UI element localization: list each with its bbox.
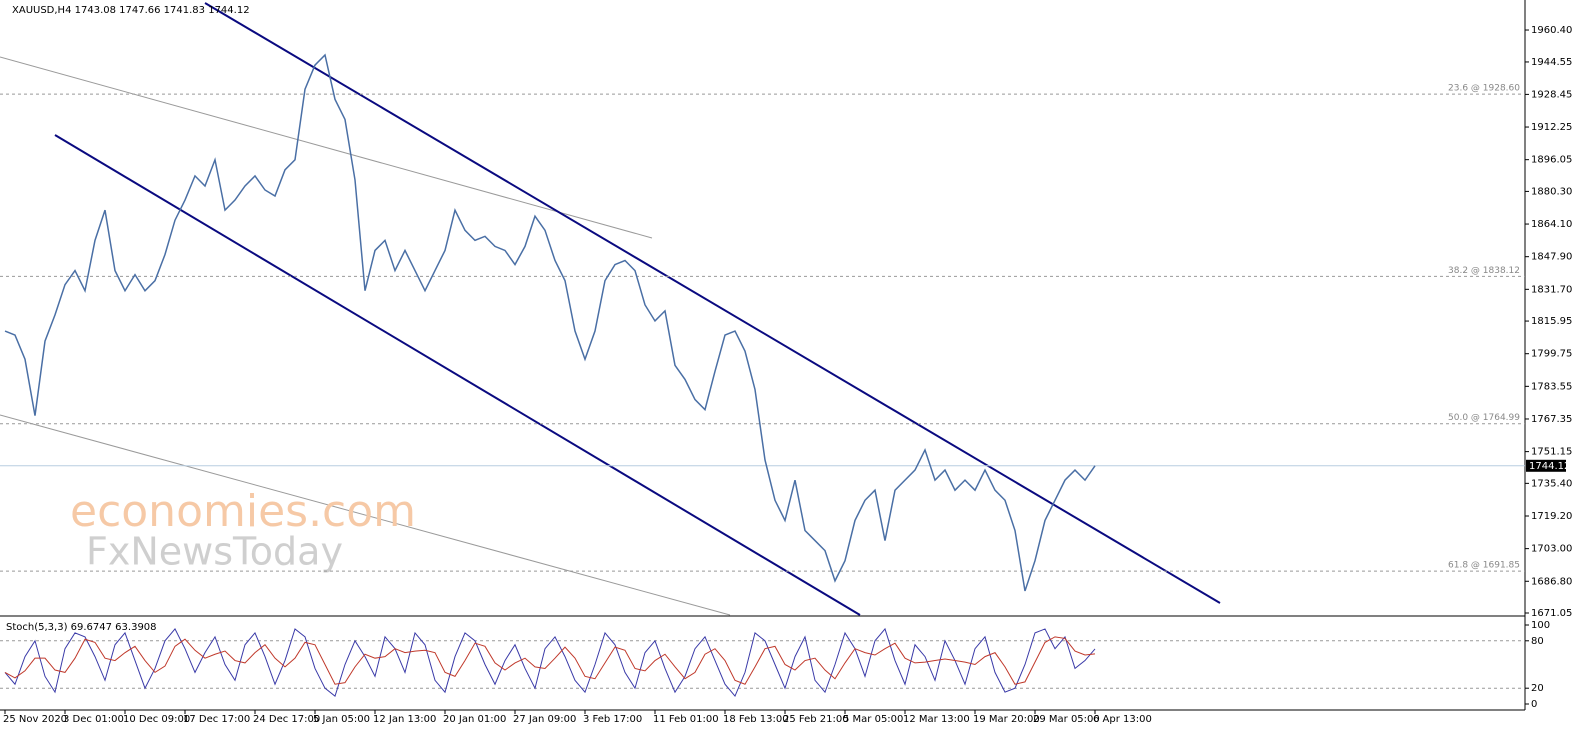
x-tick-label: 5 Mar 05:00 bbox=[843, 714, 903, 725]
y-tick-label: 1831.70 bbox=[1531, 284, 1572, 295]
fib-label: 50.0 @ 1764.99 bbox=[1448, 413, 1520, 423]
channel-lower bbox=[54, 134, 861, 616]
fib-label: 38.2 @ 1838.12 bbox=[1448, 266, 1520, 276]
y-tick-label: 1944.55 bbox=[1531, 57, 1572, 68]
y-tick-label: 1783.55 bbox=[1531, 381, 1572, 392]
y-tick-label: 1928.45 bbox=[1531, 89, 1572, 100]
watermark: economies.com bbox=[70, 486, 416, 537]
y-tick-label: 20 bbox=[1531, 683, 1544, 694]
x-tick-label: 25 Nov 2020 bbox=[3, 714, 67, 725]
y-tick-label: 1864.10 bbox=[1531, 219, 1572, 230]
channel-upper bbox=[204, 2, 1221, 604]
x-tick-label: 19 Mar 20:00 bbox=[973, 714, 1040, 725]
y-tick-label: 1703.00 bbox=[1531, 544, 1572, 555]
y-tick-label: 0 bbox=[1531, 699, 1537, 710]
x-tick-label: 3 Feb 17:00 bbox=[583, 714, 642, 725]
y-tick-label: 1799.75 bbox=[1531, 349, 1572, 360]
y-tick-label: 1896.05 bbox=[1531, 155, 1572, 166]
x-tick-label: 10 Dec 09:00 bbox=[123, 714, 190, 725]
x-tick-label: 3 Dec 01:00 bbox=[63, 714, 124, 725]
y-tick-label: 1751.15 bbox=[1531, 447, 1572, 458]
x-tick-label: 11 Feb 01:00 bbox=[653, 714, 719, 725]
y-tick-label: 1960.40 bbox=[1531, 25, 1572, 36]
x-tick-label: 20 Jan 01:00 bbox=[443, 714, 506, 725]
x-tick-label: 12 Mar 13:00 bbox=[903, 714, 970, 725]
x-tick-label: 27 Jan 09:00 bbox=[513, 714, 576, 725]
x-tick-label: 6 Apr 13:00 bbox=[1093, 714, 1152, 725]
fib-label: 61.8 @ 1691.85 bbox=[1448, 561, 1520, 571]
x-tick-label: 18 Feb 13:00 bbox=[723, 714, 789, 725]
y-tick-label: 1686.80 bbox=[1531, 576, 1572, 587]
current-price-label: 1744.12 bbox=[1529, 461, 1570, 472]
x-tick-label: 5 Jan 05:00 bbox=[313, 714, 370, 725]
chart-title: XAUUSD,H4 1743.08 1747.66 1741.83 1744.1… bbox=[12, 5, 250, 16]
y-tick-label: 1880.30 bbox=[1531, 186, 1572, 197]
y-tick-label: 1735.40 bbox=[1531, 478, 1572, 489]
x-tick-label: 29 Mar 05:00 bbox=[1033, 714, 1100, 725]
x-tick-label: 24 Dec 17:00 bbox=[253, 714, 320, 725]
x-tick-label: 12 Jan 13:00 bbox=[373, 714, 436, 725]
y-tick-label: 1671.05 bbox=[1531, 608, 1572, 619]
fib-label: 23.6 @ 1928.60 bbox=[1448, 84, 1520, 94]
y-tick-label: 1912.25 bbox=[1531, 122, 1572, 133]
y-tick-label: 1847.90 bbox=[1531, 252, 1572, 263]
trend-line bbox=[0, 414, 731, 616]
x-tick-label: 17 Dec 17:00 bbox=[183, 714, 250, 725]
trend-line bbox=[0, 56, 653, 239]
y-tick-label: 80 bbox=[1531, 636, 1544, 647]
y-tick-label: 100 bbox=[1531, 620, 1550, 631]
series-line bbox=[4, 627, 1096, 698]
watermark: FxNewsToday bbox=[86, 530, 343, 574]
current-price-box bbox=[1526, 459, 1566, 472]
x-tick-label: 25 Feb 21:00 bbox=[783, 714, 849, 725]
y-tick-label: 1719.20 bbox=[1531, 511, 1572, 522]
indicator-title: Stoch(5,3,3) 69.6747 63.3908 bbox=[6, 622, 157, 633]
y-tick-label: 1815.95 bbox=[1531, 316, 1572, 327]
series-line bbox=[4, 53, 1096, 592]
series-line bbox=[4, 636, 1096, 685]
y-tick-label: 1767.35 bbox=[1531, 414, 1572, 425]
